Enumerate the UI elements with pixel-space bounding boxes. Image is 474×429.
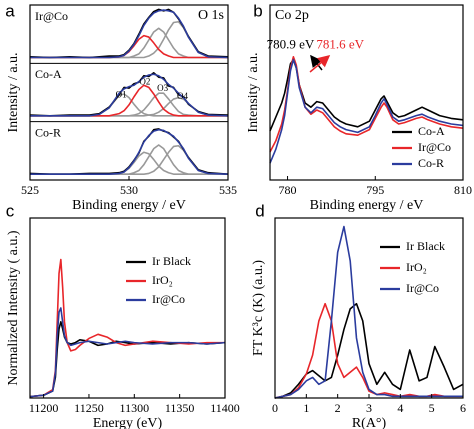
subplot-label: Ir@Co xyxy=(35,9,68,23)
data-line xyxy=(30,128,229,175)
x-tick-label: 535 xyxy=(219,183,237,197)
data-line xyxy=(269,58,464,132)
panel-label: b xyxy=(253,1,262,20)
arrow xyxy=(310,54,323,71)
annotation: 781.6 eV xyxy=(316,37,364,52)
annotation: 780.9 eV xyxy=(267,37,315,52)
panel-label: c xyxy=(6,201,15,220)
y-axis-label: FT K³c (K) (a.u.) xyxy=(251,260,266,356)
plot-frame xyxy=(269,4,464,181)
panel-title: Co 2p xyxy=(275,8,309,23)
plot-frame xyxy=(29,4,229,181)
x-tick-label: 780 xyxy=(279,183,297,197)
annotation: O2 xyxy=(139,76,150,86)
x-tick-label: 11300 xyxy=(120,401,150,415)
data-line xyxy=(274,225,463,399)
data-line xyxy=(269,58,464,164)
x-tick-label: 11250 xyxy=(74,401,104,415)
x-tick-label: 525 xyxy=(21,183,39,197)
plot-frame xyxy=(29,217,226,399)
x-tick-label: 11350 xyxy=(165,401,195,415)
x-tick-label: 1 xyxy=(303,401,309,415)
legend-label: Co-R xyxy=(418,156,444,170)
x-axis-label: R(A°) xyxy=(352,416,387,429)
legend-label: Ir@Co xyxy=(406,281,439,295)
legend-label: IrO₂ xyxy=(152,273,173,287)
x-tick-label: 11200 xyxy=(29,401,59,415)
annotation: O1 xyxy=(116,89,127,99)
data-line xyxy=(274,302,464,399)
legend-label: Ir@Co xyxy=(152,292,185,306)
x-tick-label: 3 xyxy=(366,401,372,415)
annotation: O4 xyxy=(177,91,188,101)
data-line xyxy=(30,73,229,117)
arrow xyxy=(309,55,331,73)
x-tick-label: 530 xyxy=(120,183,138,197)
data-line xyxy=(30,84,228,117)
x-tick-label: 795 xyxy=(366,183,384,197)
data-line xyxy=(30,9,229,59)
legend-label: IrO₂ xyxy=(406,260,427,274)
legend-label: Ir Black xyxy=(152,254,191,268)
x-tick-label: 6 xyxy=(460,401,466,415)
legend-label: Ir@Co xyxy=(418,140,451,154)
panel-title: O 1s xyxy=(198,8,224,23)
x-axis-label: Energy (eV) xyxy=(93,416,163,429)
x-tick-label: 4 xyxy=(397,401,403,415)
panel-label: a xyxy=(5,1,15,20)
data-line xyxy=(30,34,228,59)
subplot-label: Co-R xyxy=(35,125,61,139)
annotation: O3 xyxy=(157,83,168,93)
legend-label: Co-A xyxy=(418,124,445,138)
x-tick-label: 5 xyxy=(429,401,435,415)
x-axis-label: Binding energy / eV xyxy=(310,198,424,213)
x-tick-label: 0 xyxy=(272,401,278,415)
legend-label: Ir Black xyxy=(406,239,445,253)
x-tick-label: 2 xyxy=(335,401,341,415)
subplot-label: Co-A xyxy=(35,67,62,81)
data-line xyxy=(30,96,229,117)
x-tick-label: 810 xyxy=(454,183,472,197)
x-axis-label: Binding energy / eV xyxy=(72,198,186,213)
panel-label: d xyxy=(255,201,264,220)
data-line xyxy=(29,321,226,398)
y-axis-label: Intensity / a.u. xyxy=(6,52,21,132)
data-line xyxy=(29,307,226,398)
y-axis-label: Normalized Intensity ( a.u.) xyxy=(6,230,21,385)
y-axis-label: Intensity / a.u. xyxy=(246,52,261,132)
x-tick-label: 11400 xyxy=(210,401,240,415)
